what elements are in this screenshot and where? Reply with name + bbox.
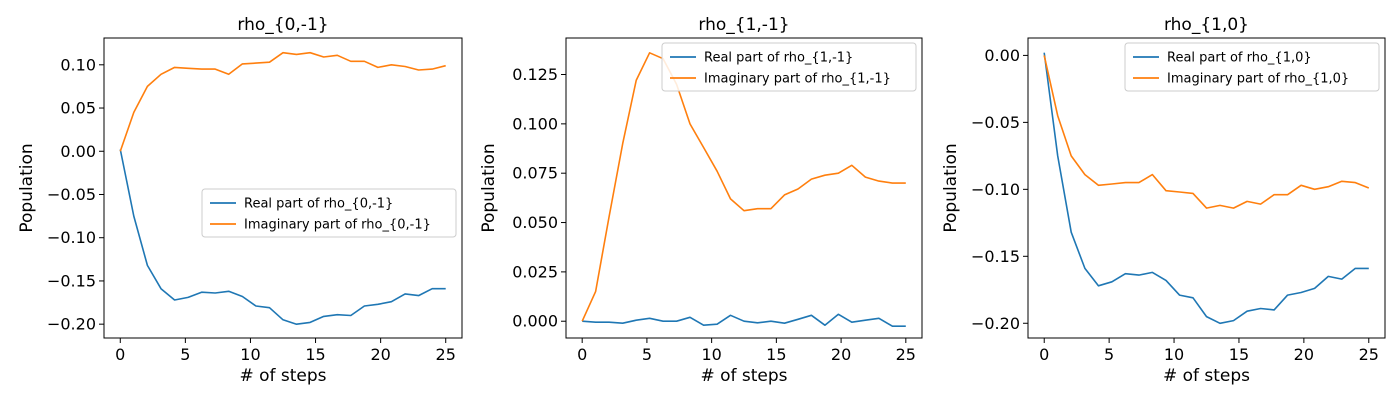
chart-title: rho_{0,-1} — [237, 15, 328, 35]
x-axis-label: # of steps — [1163, 366, 1250, 386]
chart-panel-2: rho_{1,-1} 0 5 10 15 20 25 0.000 0.025 0.050 0.075… — [479, 15, 923, 386]
legend-label: Real part of rho_{1,0} — [1167, 51, 1312, 66]
x-tick-label: 5 — [1104, 345, 1114, 364]
series-line-imaginary — [119, 51, 446, 152]
chart-title: rho_{1,-1} — [698, 15, 789, 35]
legend-label: Imaginary part of rho_{0,-1} — [244, 218, 431, 233]
x-axis-label: # of steps — [700, 366, 787, 386]
y-tick-label: 0.00 — [60, 142, 96, 161]
y-tick-label: 0.050 — [512, 213, 558, 232]
x-tick-label: 10 — [701, 345, 721, 364]
chart-panel-3: rho_{1,0} 0 5 10 15 20 25 −0.20 −0.15 −0.10 −0.05 0… — [941, 15, 1386, 386]
series-line-imaginary — [581, 51, 906, 322]
x-tick-label: 10 — [1164, 345, 1184, 364]
y-tick-label: −0.15 — [971, 247, 1020, 266]
x-tick-label: 25 — [1359, 345, 1379, 364]
legend: Real part of rho_{0,-1} Imaginary part of… — [201, 188, 457, 238]
legend-box — [1124, 42, 1380, 92]
x-tick-label: 0 — [577, 345, 587, 364]
chart-title: rho_{1,0} — [1164, 15, 1249, 35]
x-tick-label: 15 — [766, 345, 786, 364]
y-axis-label: Population — [17, 143, 37, 232]
y-tick-label: −0.10 — [47, 228, 96, 247]
y-axis-label: Population — [941, 143, 961, 232]
series-line-imaginary — [1043, 55, 1370, 209]
y-axis-label: Population — [479, 143, 499, 232]
series-line-real — [119, 149, 446, 326]
y-tick-label: −0.20 — [47, 315, 96, 334]
y-tick-label: 0.10 — [60, 55, 96, 74]
y-tick-label: −0.05 — [47, 185, 96, 204]
x-tick-label: 20 — [831, 345, 851, 364]
y-tick-label: −0.05 — [971, 113, 1020, 132]
series-line-real — [582, 313, 906, 328]
y-tick-label: 0.000 — [512, 312, 558, 331]
y-tick-label: 0.05 — [60, 99, 96, 118]
x-axis-label: # of steps — [239, 366, 326, 386]
legend-label: Imaginary part of rho_{1,-1} — [704, 72, 891, 87]
y-tick-label: −0.20 — [971, 314, 1020, 333]
x-tick-label: 10 — [240, 345, 260, 364]
x-tick-label: 0 — [1039, 345, 1049, 364]
legend: Real part of rho_{1,-1} Imaginary part of… — [661, 42, 917, 92]
chart-panel-1: rho_{0,-1} 0 5 10 15 20 25 −0.20 −0.15 −0.10 −0.05… — [17, 15, 463, 386]
legend: Real part of rho_{1,0} Imaginary part of … — [1124, 42, 1380, 92]
plot-frame — [103, 37, 463, 339]
series-line-real — [1043, 52, 1369, 325]
plot-frame — [1027, 37, 1386, 339]
y-tick-label: −0.10 — [971, 180, 1020, 199]
legend-box — [201, 188, 457, 238]
legend-label: Imaginary part of rho_{1,0} — [1167, 72, 1349, 87]
legend-label: Real part of rho_{0,-1} — [244, 197, 393, 212]
x-tick-label: 20 — [370, 345, 390, 364]
y-tick-label: 0.100 — [512, 114, 558, 133]
y-tick-label: 0.025 — [512, 262, 558, 281]
plot-frame — [565, 37, 923, 339]
x-tick-label: 15 — [1229, 345, 1249, 364]
y-tick-label: −0.15 — [47, 271, 96, 290]
y-tick-label: 0.075 — [512, 164, 558, 183]
x-tick-label: 25 — [436, 345, 456, 364]
x-tick-label: 15 — [305, 345, 325, 364]
legend-box — [661, 42, 917, 92]
x-tick-label: 20 — [1294, 345, 1314, 364]
y-tick-label: 0.00 — [984, 46, 1020, 65]
x-tick-label: 25 — [896, 345, 916, 364]
x-tick-label: 5 — [642, 345, 652, 364]
legend-label: Real part of rho_{1,-1} — [704, 51, 853, 66]
x-tick-label: 0 — [115, 345, 125, 364]
y-tick-label: 0.125 — [512, 65, 558, 84]
x-tick-label: 5 — [180, 345, 190, 364]
